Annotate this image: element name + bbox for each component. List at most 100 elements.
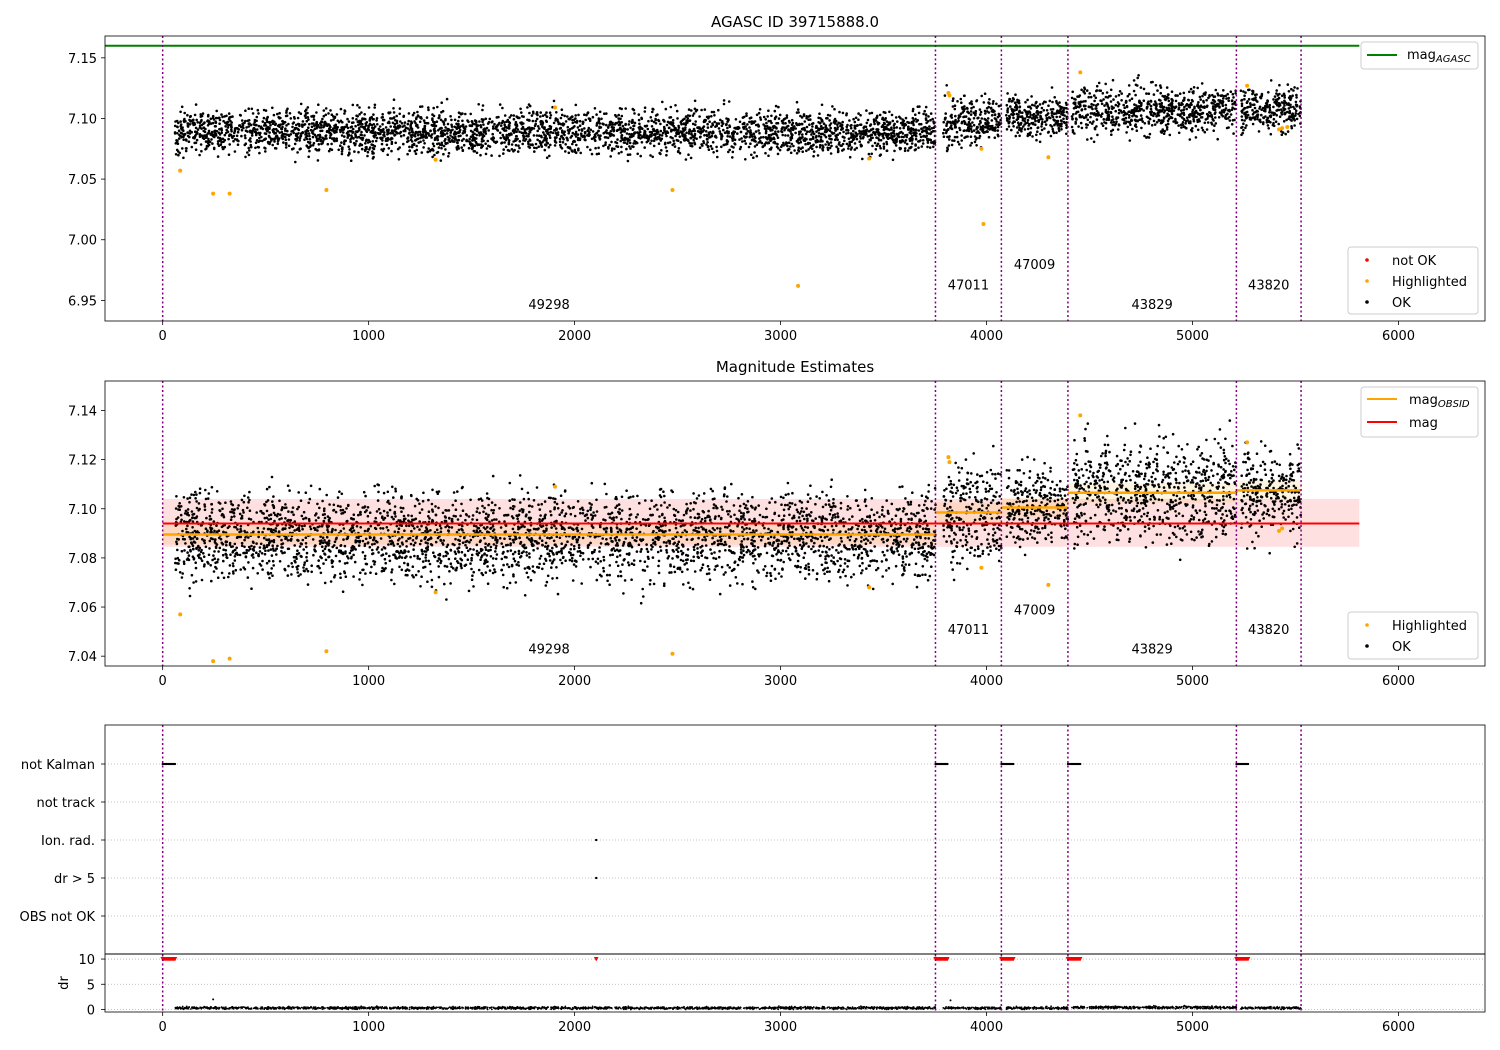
agasc-ok-point (914, 148, 918, 151)
agasc-ok-point (539, 122, 543, 126)
agasc-ok-point (1109, 94, 1112, 98)
agasc-ok-point (1264, 104, 1267, 108)
agasc-ok-point (375, 119, 378, 122)
agasc-ok-point (674, 104, 677, 107)
agasc-ok-point (500, 141, 504, 144)
mag-ok-point (363, 529, 367, 533)
agasc-ok-point (798, 122, 801, 126)
agasc-ok-point (381, 118, 385, 122)
agasc-ok-point (507, 139, 511, 142)
agasc-ok-point (667, 126, 671, 130)
agasc-ok-point (264, 150, 267, 153)
agasc-ok-point (1214, 122, 1218, 125)
agasc-ok-point (773, 125, 776, 128)
agasc-ok-point (1216, 92, 1219, 95)
agasc-highlighted-points (178, 70, 1290, 288)
agasc-ok-point (855, 134, 858, 138)
agasc-ok-point (573, 125, 576, 128)
agasc-ok-point (627, 123, 631, 126)
agasc-ok-point (1159, 99, 1162, 102)
agasc-ok-point (339, 107, 343, 111)
agasc-ok-point (1039, 132, 1042, 136)
agasc-ok-point (1133, 110, 1137, 113)
agasc-ok-point (351, 131, 354, 134)
agasc-ok-point (1114, 103, 1118, 107)
agasc-ok-point (649, 142, 652, 145)
agasc-ok-point (414, 152, 418, 155)
agasc-ok-point (332, 127, 335, 130)
agasc-ok-point (1134, 83, 1138, 87)
agasc-ok-point (373, 103, 377, 107)
agasc-ok-point (257, 146, 261, 149)
agasc-ok-point (1216, 137, 1219, 141)
agasc-ok-point (239, 114, 242, 117)
agasc-ok-point (398, 146, 402, 149)
agasc-ok-point (905, 133, 909, 137)
agasc-ok-point (914, 117, 917, 121)
agasc-ok-point (1044, 100, 1047, 104)
agasc-ok-point (927, 115, 930, 118)
agasc-ok-point (482, 118, 485, 121)
agasc-ok-point (198, 153, 201, 157)
agasc-ok-point (676, 117, 679, 120)
agasc-ok-point (323, 120, 327, 124)
agasc-ok-point (628, 141, 632, 145)
agasc-ok-point (500, 121, 504, 125)
agasc-ok-point (308, 134, 311, 138)
agasc-ok-point (180, 135, 183, 139)
agasc-ok-point (351, 127, 355, 131)
agasc-ok-point (1010, 100, 1013, 103)
agasc-ok-point (829, 126, 832, 130)
agasc-ok-point (360, 147, 364, 151)
agasc-ok-point (687, 130, 691, 133)
agasc-ok-point (1112, 120, 1116, 124)
agasc-ok-point (502, 135, 505, 139)
agasc-ok-point (1222, 97, 1225, 100)
agasc-ok-point (553, 144, 557, 147)
agasc-ok-point (710, 110, 714, 114)
agasc-ok-point (416, 133, 420, 137)
agasc-ok-point (628, 132, 631, 136)
agasc-ok-point (853, 124, 856, 128)
agasc-ok-point (727, 150, 730, 154)
agasc-ok-point (1177, 131, 1181, 135)
agasc-ok-point (446, 135, 450, 139)
agasc-ok-point (580, 129, 584, 132)
agasc-ok-point (910, 142, 914, 145)
agasc-ok-point (276, 135, 279, 138)
agasc-ok-point (1128, 139, 1132, 142)
agasc-ok-point (1246, 116, 1249, 119)
agasc-ok-point (1128, 114, 1131, 117)
agasc-ok-point (1031, 135, 1034, 138)
agasc-ok-point (1295, 96, 1298, 99)
agasc-ok-point (901, 139, 905, 143)
agasc-ok-point (340, 141, 343, 144)
agasc-ok-point (460, 146, 464, 149)
agasc-ok-point (717, 122, 721, 125)
agasc-ok-point (859, 137, 862, 140)
agasc-ok-point (584, 118, 587, 122)
agasc-ok-point (304, 109, 307, 113)
agasc-ok-point (1101, 92, 1105, 95)
agasc-ok-point (683, 128, 687, 131)
agasc-ok-point (976, 116, 979, 120)
agasc-ok-point (1027, 124, 1030, 127)
agasc-ok-point (1021, 111, 1024, 114)
agasc-ok-point (1046, 112, 1050, 115)
agasc-ok-point (1122, 103, 1125, 107)
agasc-ok-point (1096, 133, 1099, 137)
agasc-ok-point (923, 109, 926, 113)
agasc-ok-point (360, 111, 363, 114)
agasc-ok-point (1148, 103, 1151, 106)
mag-ok-point (268, 576, 271, 580)
agasc-ok-point (872, 131, 875, 134)
agasc-ok-point (928, 146, 932, 149)
agasc-ok-point (688, 141, 691, 145)
agasc-ok-point (1278, 115, 1282, 118)
agasc-ok-point (810, 128, 813, 132)
agasc-ok-point (555, 111, 558, 114)
agasc-ok-point (498, 103, 502, 106)
agasc-ok-point (1093, 99, 1096, 103)
agasc-ok-point (593, 133, 597, 136)
